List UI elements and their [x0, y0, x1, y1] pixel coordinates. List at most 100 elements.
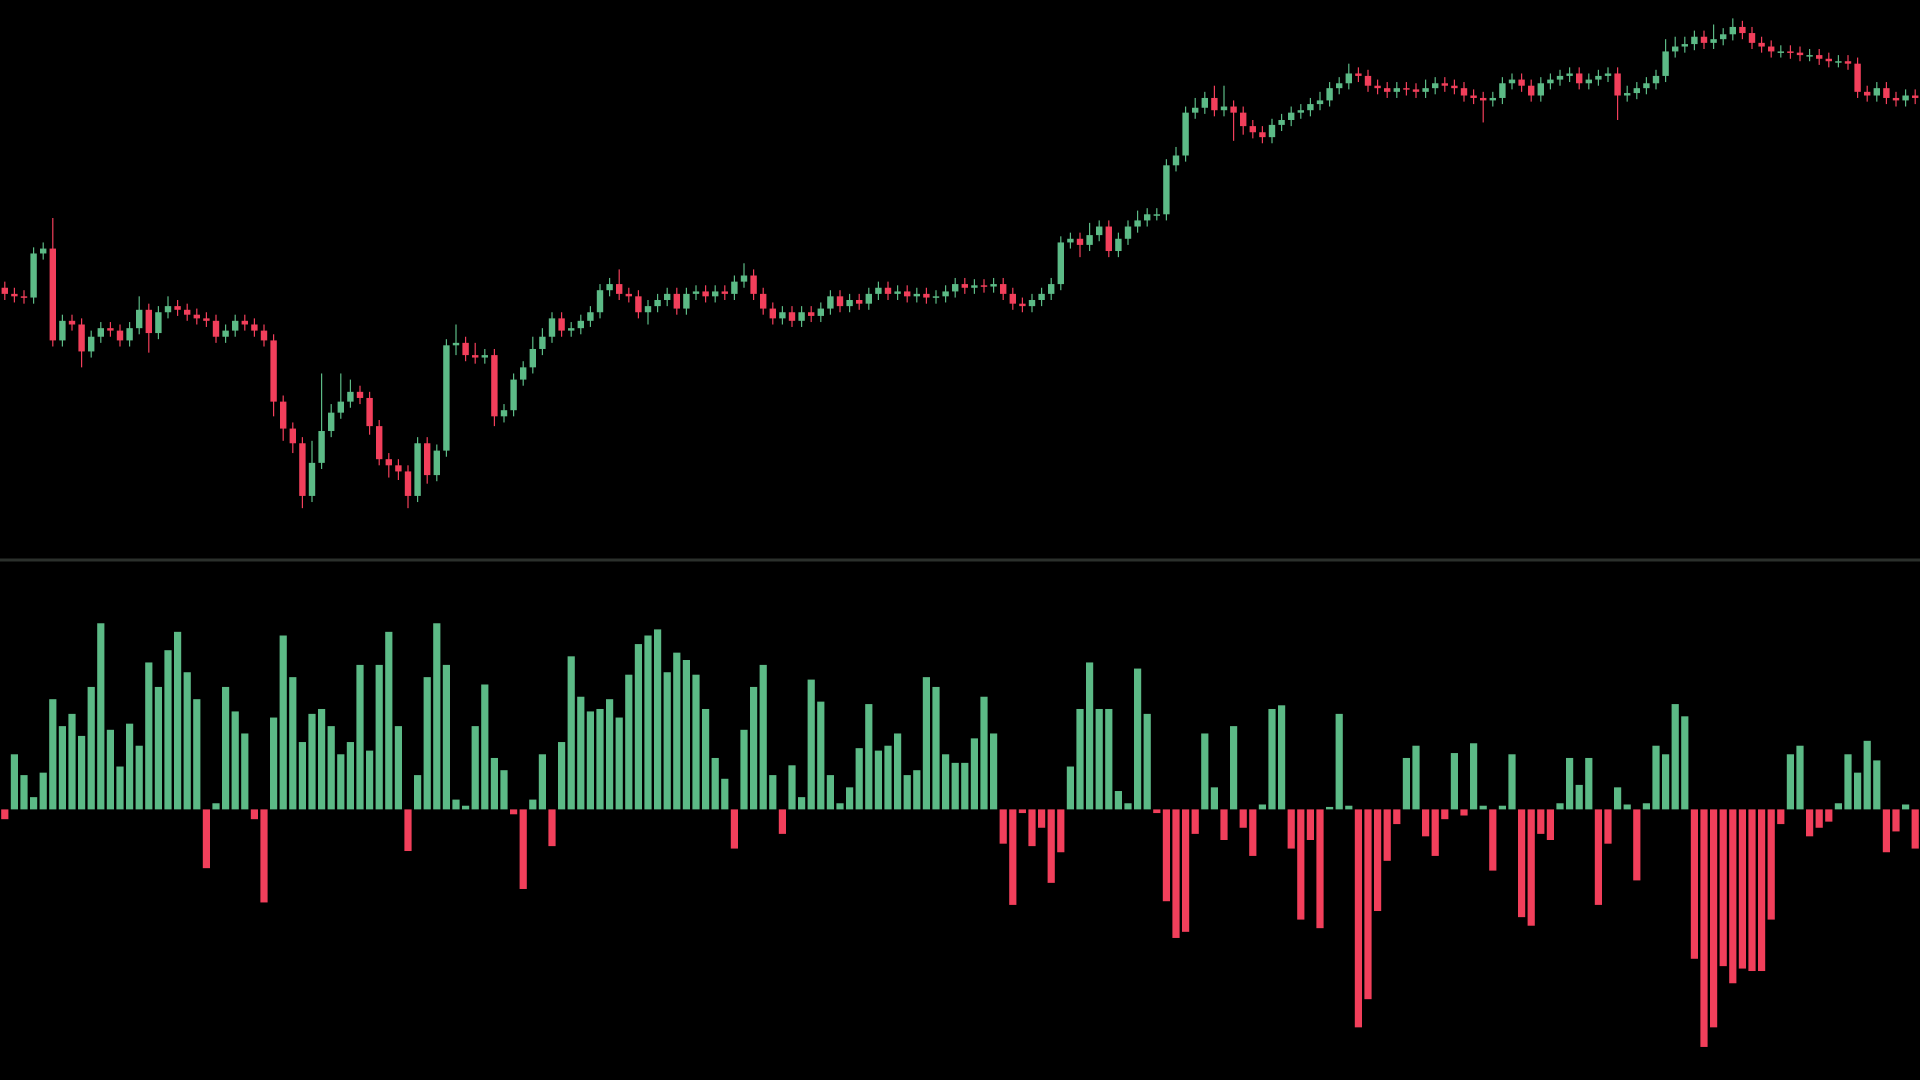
histogram-bar [778, 809, 786, 834]
histogram-bar [68, 713, 76, 810]
histogram-bar [1278, 705, 1286, 810]
histogram-bar [423, 677, 431, 810]
candle-body [1614, 73, 1621, 96]
histogram-bar [1153, 809, 1161, 814]
histogram-bar [385, 631, 393, 810]
histogram-bar [375, 664, 383, 810]
histogram-bar [1758, 809, 1766, 972]
histogram-bar [1546, 809, 1554, 840]
histogram-bar [442, 664, 450, 810]
candle-body [808, 312, 815, 316]
candle-body [1835, 61, 1842, 63]
histogram-bar [1585, 757, 1593, 810]
histogram-bar [1911, 809, 1919, 849]
candle-body [894, 291, 901, 294]
histogram-bar [241, 733, 249, 810]
candle-body [1652, 75, 1660, 84]
histogram-bar [846, 787, 854, 810]
histogram-bar [663, 672, 671, 810]
candle-body [1825, 58, 1832, 62]
candle-body [952, 284, 959, 292]
candle-body [241, 320, 248, 325]
candle-body [673, 293, 680, 309]
candle-body [1307, 104, 1314, 111]
candle-body [40, 248, 47, 254]
candle-body [1211, 97, 1218, 111]
histogram-bar [1345, 805, 1353, 810]
histogram-bar [1575, 784, 1583, 810]
histogram-bar [586, 711, 594, 810]
candle-body [1163, 165, 1170, 215]
histogram-bar [471, 726, 479, 810]
histogram-bar [1134, 668, 1142, 810]
histogram-bar [1671, 704, 1679, 810]
candle-body [1508, 79, 1516, 84]
candle-body [1460, 88, 1468, 96]
candle-body [1566, 73, 1573, 76]
candle-body [424, 443, 431, 476]
histogram-bar [1498, 805, 1506, 810]
candle-body [846, 300, 853, 307]
candle-body [1278, 120, 1285, 125]
candle-body [510, 379, 517, 411]
histogram-bar [289, 677, 297, 810]
candle-body [942, 291, 949, 297]
candle-body [520, 367, 527, 380]
candle-body [414, 443, 421, 496]
histogram-bar [481, 684, 489, 810]
candle-body [212, 320, 220, 337]
candle-body [145, 309, 152, 334]
histogram-bar [922, 677, 930, 810]
candle-body [1892, 97, 1900, 101]
histogram-bar [730, 809, 738, 849]
candle-body [1633, 88, 1640, 94]
candle-body [1249, 126, 1256, 133]
histogram-bar [462, 805, 470, 810]
histogram-bar [1642, 803, 1650, 810]
candle-body [702, 291, 709, 297]
candle-body [155, 312, 162, 334]
candle-body [913, 293, 920, 297]
candle-body [1384, 88, 1391, 92]
histogram-bar [1806, 809, 1814, 837]
candle-body [1326, 88, 1333, 101]
candle-body [1057, 242, 1064, 285]
candle-body [971, 285, 978, 288]
candle-body [49, 248, 56, 341]
histogram-bar [644, 635, 652, 810]
histogram-bar [10, 754, 18, 810]
candle-body [1364, 75, 1372, 86]
histogram-bar [1537, 809, 1545, 834]
candle-body [1345, 73, 1352, 84]
histogram-bar [577, 696, 585, 810]
histogram-bar [1623, 804, 1631, 810]
histogram-bar [894, 733, 902, 810]
candle-body [750, 275, 757, 294]
candle-body [568, 328, 575, 331]
histogram-bar [884, 745, 892, 810]
histogram-bar [1863, 740, 1871, 810]
histogram-bar [1028, 809, 1036, 847]
candle-body [692, 291, 700, 294]
histogram-bar [807, 679, 815, 810]
histogram-bar [1902, 804, 1910, 810]
candle-body [779, 312, 786, 319]
histogram-bar [183, 672, 191, 810]
candle-body [1393, 88, 1400, 92]
histogram-bar [1220, 809, 1228, 840]
candle-body [78, 324, 85, 352]
candle-body [1153, 214, 1160, 216]
candle-body [347, 391, 354, 402]
histogram-bar [1249, 809, 1257, 856]
histogram-bar [961, 762, 969, 810]
candle-body [1547, 79, 1554, 84]
candle-body [260, 330, 268, 341]
candle-body [654, 300, 661, 307]
candle-body [664, 293, 671, 300]
histogram-bar [231, 711, 239, 810]
candle-body [1000, 284, 1007, 294]
candle-body [1585, 79, 1592, 84]
candle-body [203, 318, 210, 321]
histogram-bar [1422, 809, 1430, 837]
histogram-bar [702, 708, 710, 810]
